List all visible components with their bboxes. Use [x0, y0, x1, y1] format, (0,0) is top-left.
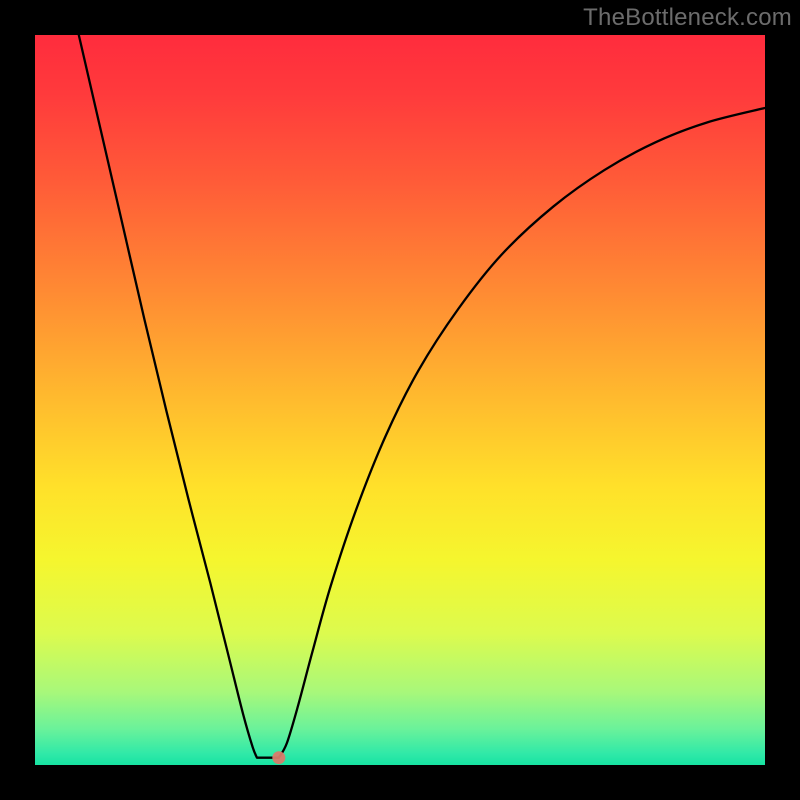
bottleneck-chart — [0, 0, 800, 800]
watermark-text: TheBottleneck.com — [583, 4, 792, 32]
optimum-marker — [272, 751, 285, 764]
gradient-background — [35, 35, 765, 765]
